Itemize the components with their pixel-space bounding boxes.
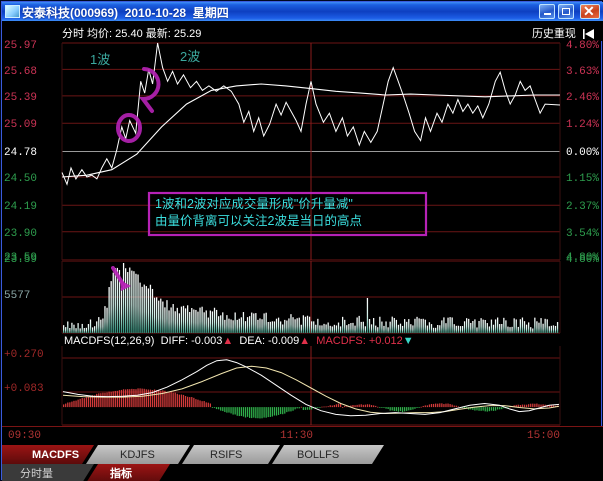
svg-text:RSIFS: RSIFS bbox=[210, 449, 242, 461]
svg-text:2波: 2波 bbox=[180, 49, 200, 64]
svg-text:由量价背离可以关注2波是当日的高点: 由量价背离可以关注2波是当日的高点 bbox=[155, 213, 362, 228]
svg-text:BOLLFS: BOLLFS bbox=[297, 449, 339, 461]
svg-text:分时量: 分时量 bbox=[20, 467, 53, 480]
svg-text:1波和2波对应成交量形成"价升量减": 1波和2波对应成交量形成"价升量减" bbox=[155, 196, 353, 211]
svg-text:MACDFS: MACDFS bbox=[32, 449, 79, 461]
svg-text:指标: 指标 bbox=[110, 466, 132, 480]
svg-text:KDJFS: KDJFS bbox=[120, 449, 155, 461]
svg-text:1波: 1波 bbox=[90, 52, 110, 67]
